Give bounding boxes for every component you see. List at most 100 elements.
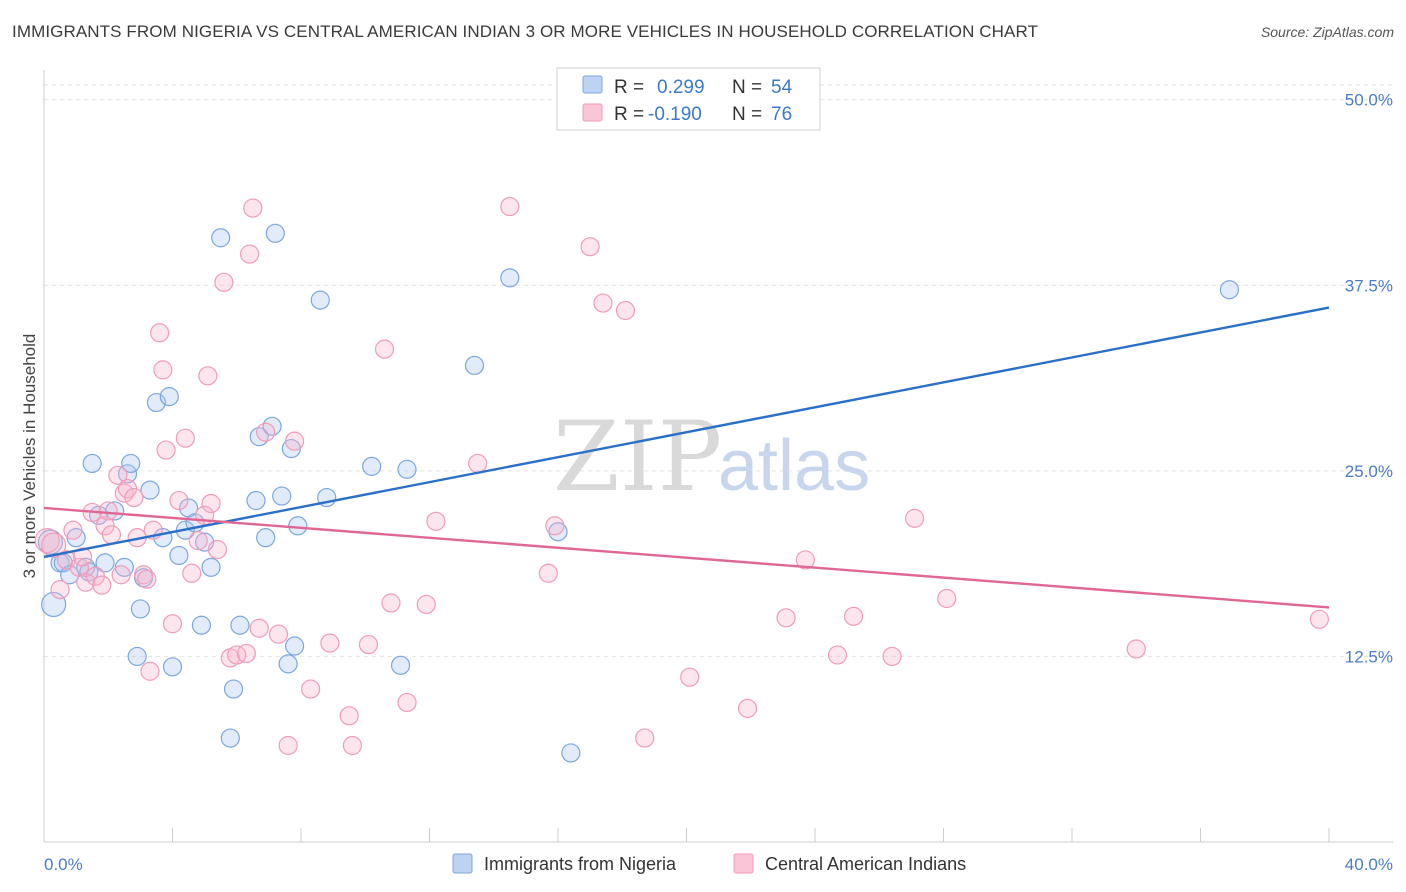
legend-n-value-2: 76 [771, 104, 792, 125]
point-central-american [243, 198, 263, 218]
point-nigeria [121, 453, 141, 474]
point-central-american [98, 501, 118, 521]
point-nigeria [82, 453, 102, 474]
point-nigeria [127, 646, 147, 667]
grid-lines [44, 84, 1393, 657]
point-central-american [150, 323, 170, 343]
point-nigeria [95, 553, 115, 573]
y-tick-labels: 12.5% 25.0% 37.5% 50.0% [1345, 91, 1393, 667]
point-central-american [41, 532, 67, 558]
point-central-american [156, 440, 176, 460]
point-central-american [795, 550, 815, 570]
point-nigeria [397, 459, 417, 479]
point-central-american [593, 293, 613, 313]
point-nigeria [561, 743, 581, 763]
point-central-american [72, 547, 93, 567]
legend-swatch-central-american [582, 103, 603, 122]
point-central-american [278, 735, 298, 756]
point-central-american [63, 520, 83, 540]
point-central-american [680, 667, 700, 687]
point-central-american [397, 692, 417, 713]
point-nigeria [548, 522, 568, 542]
axes [43, 70, 1393, 843]
y-tick-label: 37.5% [1345, 276, 1393, 295]
point-nigeria [60, 565, 80, 585]
point-nigeria [117, 464, 138, 484]
legend-swatch-nigeria [582, 75, 603, 94]
point-central-american [169, 490, 189, 511]
point-central-american [201, 493, 221, 514]
legend-r-value-2: -0.190 [648, 104, 702, 125]
point-nigeria [362, 456, 382, 476]
point-central-american [635, 728, 655, 748]
point-central-american [468, 453, 488, 474]
legend-n-label-2: N = [732, 104, 762, 125]
trend-line-nigeria [43, 306, 1330, 559]
source-credit: Source: ZipAtlas.com [1260, 24, 1394, 40]
point-central-american [240, 244, 260, 264]
trend-line-central-american [43, 506, 1330, 609]
legend-r-value-1: 0.299 [657, 77, 705, 98]
point-nigeria [191, 615, 212, 635]
point-central-american [320, 633, 340, 653]
point-central-american [843, 606, 864, 626]
point-nigeria [284, 636, 305, 656]
point-nigeria [278, 654, 298, 674]
point-central-american [615, 300, 636, 321]
point-nigeria [272, 486, 292, 506]
series-legend-label-nigeria: Immigrants from Nigeria [484, 854, 677, 874]
point-central-american [358, 634, 379, 655]
point-central-american [882, 646, 902, 667]
x-tick-label-max: 40.0% [1345, 855, 1393, 874]
trend-lines [43, 306, 1330, 609]
point-central-american [339, 706, 359, 726]
point-central-american [92, 575, 112, 595]
point-nigeria [105, 501, 125, 521]
y-tick-label: 50.0% [1345, 91, 1393, 110]
point-nigeria [1219, 280, 1240, 300]
point-nigeria [464, 355, 485, 376]
point-central-american [256, 422, 276, 442]
point-nigeria [162, 657, 183, 677]
point-central-american [182, 563, 202, 583]
point-central-american [108, 465, 128, 485]
point-central-american [162, 614, 183, 634]
point-central-american [416, 594, 436, 615]
point-central-american [545, 516, 565, 536]
point-nigeria [500, 268, 520, 288]
x-tick-label-min: 0.0% [44, 855, 83, 874]
point-central-american [236, 643, 256, 664]
point-nigeria [265, 223, 285, 243]
point-nigeria [159, 387, 179, 407]
point-central-american [904, 508, 925, 528]
watermark: ZIP atlas [553, 401, 870, 513]
point-nigeria [169, 545, 189, 566]
point-central-american [301, 679, 321, 699]
y-tick-label: 25.0% [1345, 462, 1393, 481]
point-central-american [76, 572, 96, 592]
chart-title: IMMIGRANTS FROM NIGERIA VS CENTRAL AMERI… [12, 22, 1039, 41]
point-nigeria [201, 557, 221, 577]
series-legend-swatch-nigeria [452, 853, 473, 874]
legend-n-label-1: N = [732, 77, 762, 98]
point-nigeria [246, 490, 266, 511]
point-central-american [214, 272, 234, 292]
watermark-atlas: atlas [718, 426, 870, 506]
point-central-american [249, 618, 269, 638]
point-central-american [198, 366, 218, 386]
point-central-american [124, 487, 144, 508]
series-legend-swatch-central-american [733, 853, 754, 874]
point-central-american [207, 539, 228, 560]
point-central-american [381, 593, 401, 613]
point-central-american [50, 580, 70, 600]
point-nigeria [230, 615, 250, 635]
point-nigeria [140, 480, 160, 500]
point-central-american [188, 531, 208, 551]
point-central-american [374, 339, 395, 359]
point-nigeria [223, 679, 244, 699]
y-axis-label: 3 or more Vehicles in Household [20, 334, 39, 579]
y-tick-label: 12.5% [1345, 647, 1393, 666]
point-central-american [137, 569, 157, 589]
point-central-american [175, 428, 195, 448]
